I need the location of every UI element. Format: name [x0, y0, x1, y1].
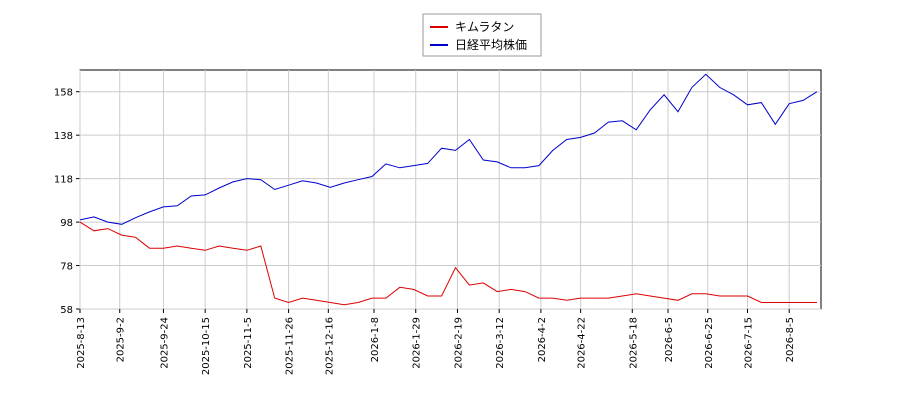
y-tick-label: 158	[54, 88, 73, 99]
series-line	[79, 221, 817, 306]
x-tick-label: 2025-11-5	[243, 317, 254, 369]
y-tick-label: 138	[54, 131, 73, 142]
y-tick-label: 118	[54, 175, 73, 186]
plot-frame	[79, 69, 822, 310]
x-tick-label: 2026-8-5	[785, 317, 796, 362]
series-line	[79, 73, 818, 225]
x-tick-label: 2026-1-8	[370, 317, 381, 362]
lines	[79, 73, 818, 306]
grid: 58 78 98 118 138 158 2025-8-13 2025-9-2 2025-9-2…	[54, 70, 821, 375]
x-tick-label: 2026-7-15	[743, 317, 754, 369]
x-tick-label: 2025-11-26	[285, 317, 296, 375]
x-tick-label: 2025-9-2	[116, 317, 127, 362]
x-tick-label: 2026-2-19	[453, 317, 464, 369]
x-tick-label: 2025-9-24	[159, 317, 170, 369]
y-tick-label: 98	[60, 218, 73, 229]
legend-label: 日経平均株価	[455, 37, 527, 52]
y-tick-label: 58	[60, 305, 73, 316]
x-tick-label: 2025-8-13	[76, 317, 87, 369]
x-tick-label: 2026-1-29	[412, 317, 423, 369]
legend-label: キムラタン	[455, 20, 514, 34]
x-tick-label: 2026-4-2	[537, 317, 548, 362]
x-tick-label: 2026-4-22	[577, 317, 588, 369]
x-tick-label: 2026-6-25	[704, 317, 715, 369]
x-tick-label: 2026-6-5	[664, 317, 675, 362]
legend-box	[422, 13, 542, 57]
x-tick-label: 2025-12-16	[324, 317, 335, 375]
x-tick-label: 2026-3-12	[495, 317, 506, 369]
y-tick-label: 78	[60, 262, 73, 273]
x-tick-label: 2026-5-18	[628, 317, 639, 369]
x-tick-label: 2025-10-15	[201, 317, 212, 375]
